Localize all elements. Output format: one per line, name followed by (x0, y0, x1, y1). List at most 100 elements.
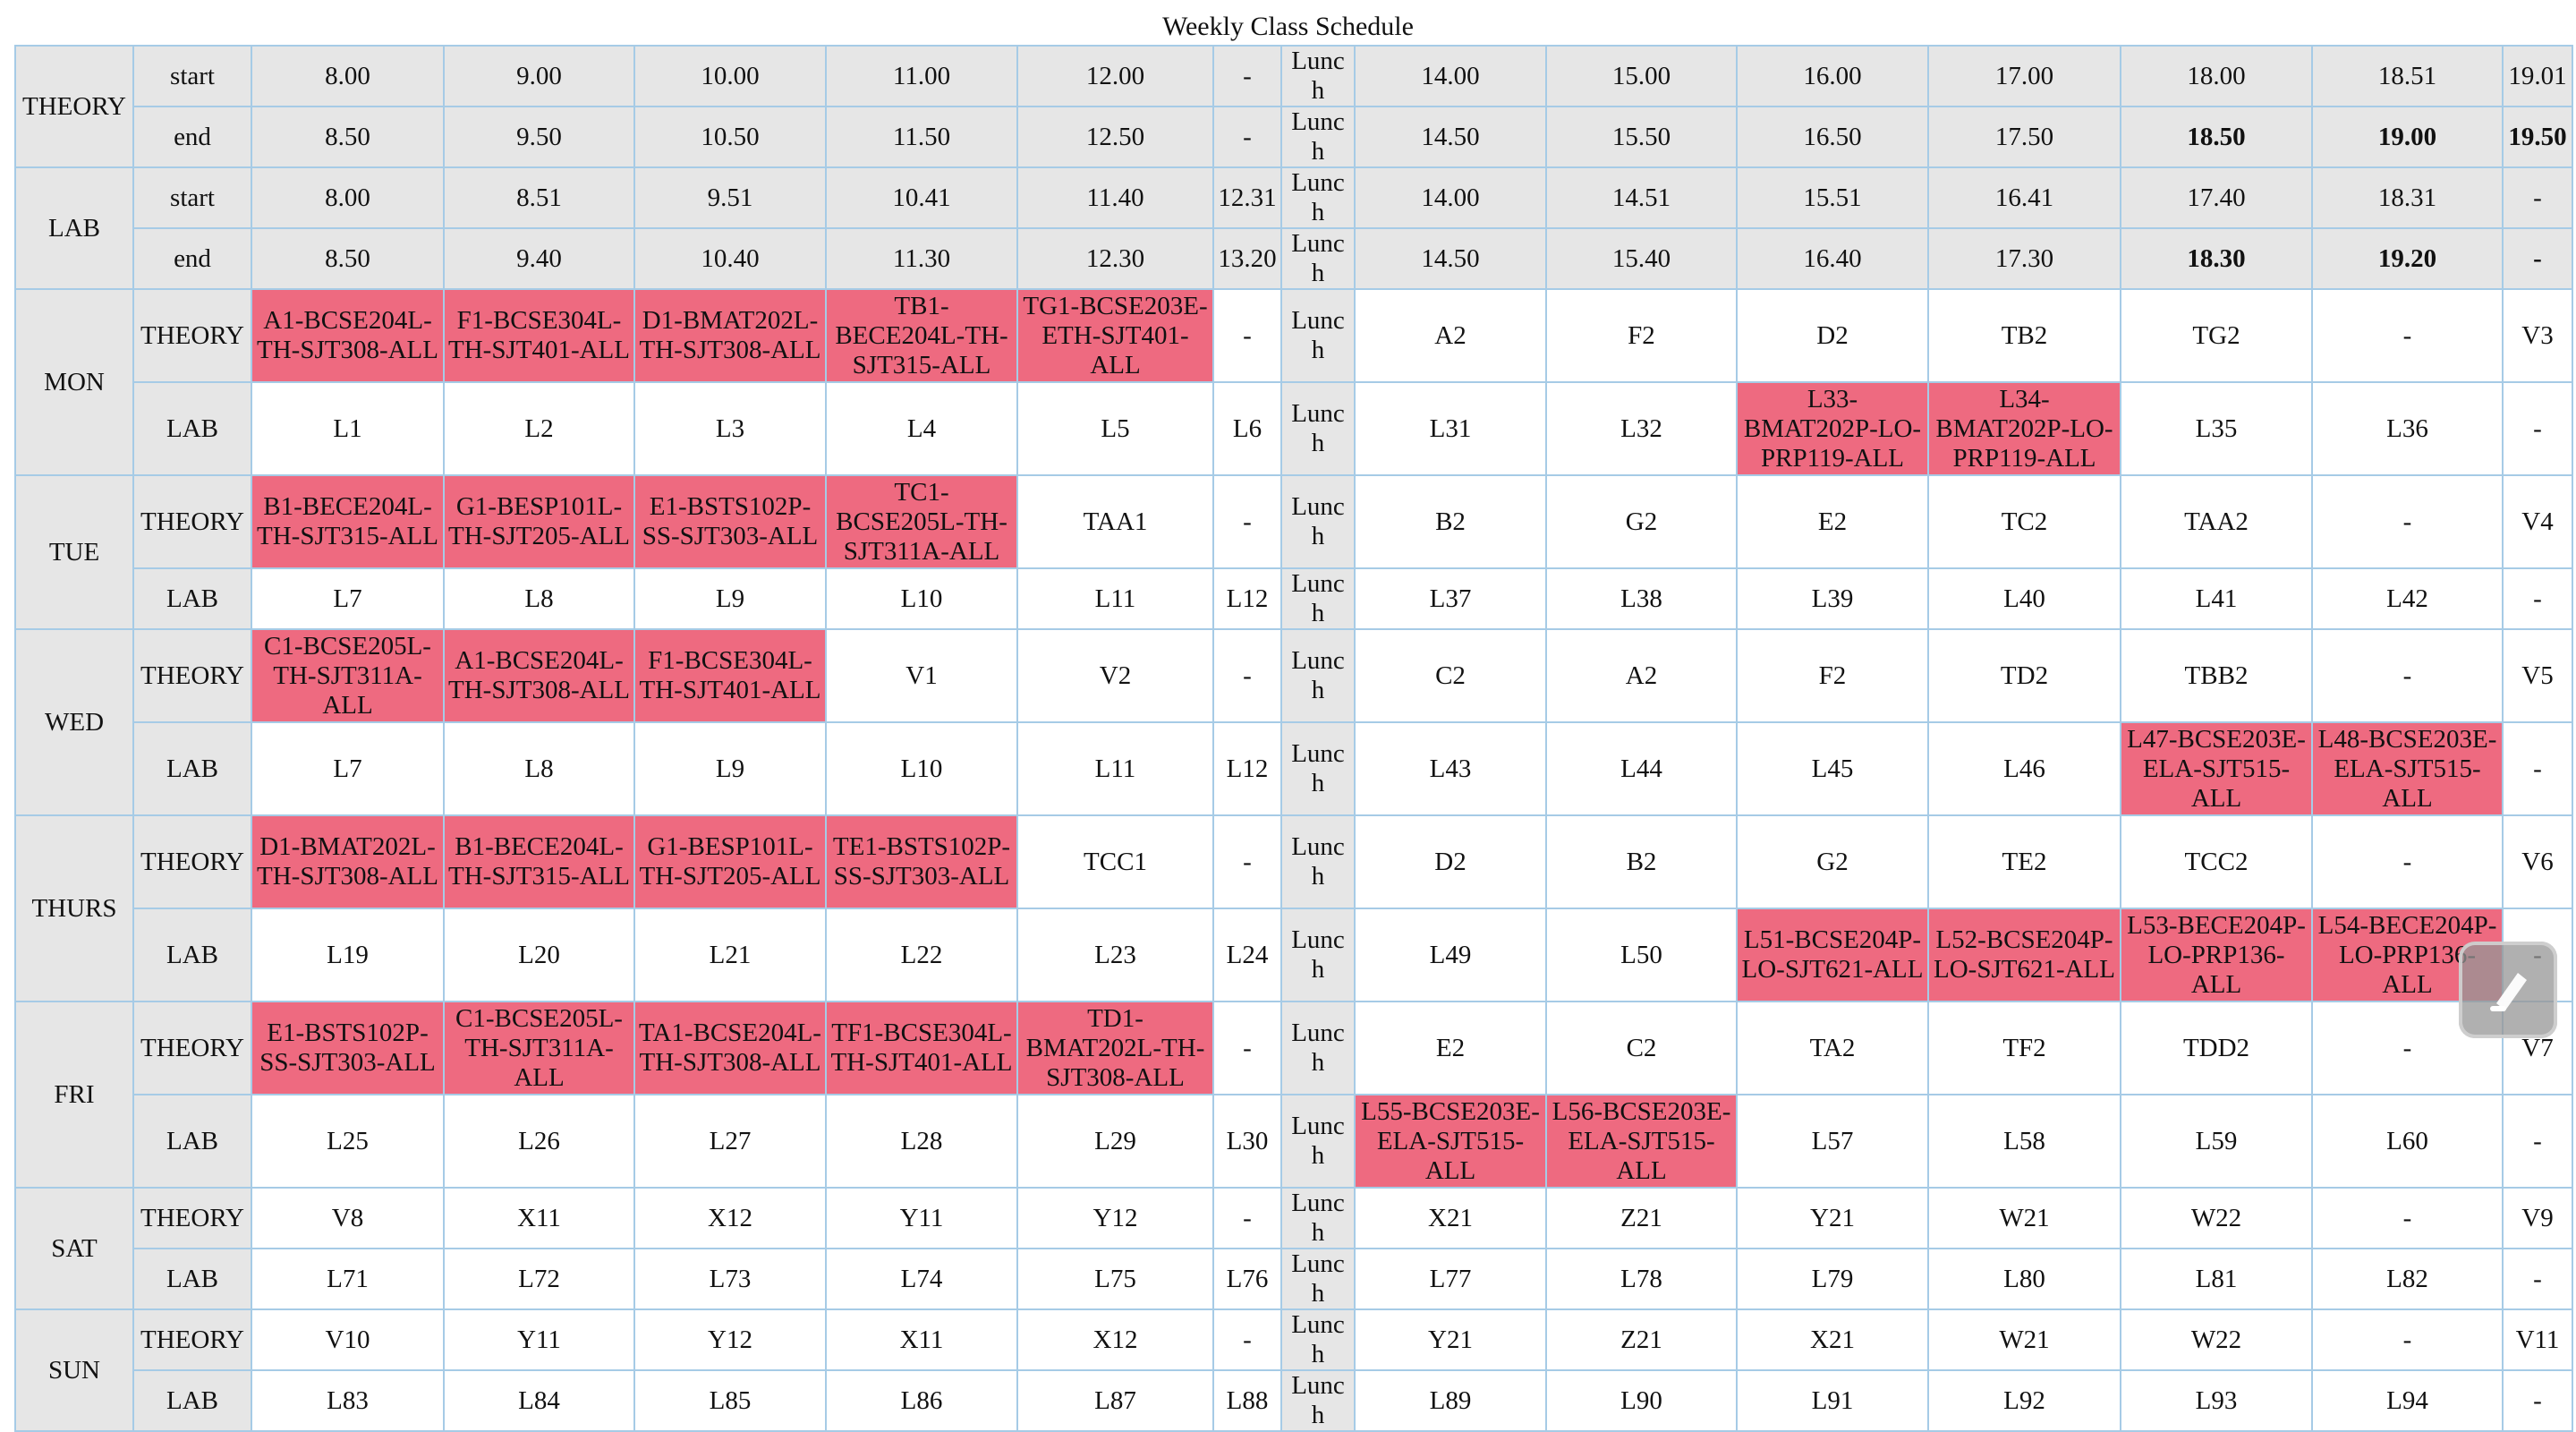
time-cell: 9.40 (443, 227, 635, 290)
class-slot-cell: L54-BECE204P-LO-PRP136-ALL (2311, 908, 2504, 1002)
slot-cell: - (1212, 814, 1282, 909)
slot-cell: L78 (1545, 1248, 1738, 1310)
slot-cell: A2 (1545, 628, 1738, 723)
time-cell: 14.00 (1354, 45, 1547, 107)
header-group-label: LAB (14, 166, 134, 290)
slot-cell: V4 (2502, 474, 2573, 569)
time-cell: 11.40 (1016, 166, 1214, 229)
slot-cell: TAA2 (2120, 474, 2313, 569)
class-slot-cell: E1-BSTS102P-SS-SJT303-ALL (633, 474, 827, 569)
slot-cell: L38 (1545, 567, 1738, 630)
slot-cell: L86 (825, 1369, 1018, 1432)
slot-cell: L82 (2311, 1248, 2504, 1310)
floating-tool-button[interactable] (2459, 942, 2557, 1038)
slot-cell: Y12 (1016, 1187, 1214, 1249)
time-cell: - (2502, 166, 2573, 229)
time-cell: 8.00 (251, 45, 445, 107)
time-cell: 9.51 (633, 166, 827, 229)
lunch-cell: Lunch (1280, 45, 1356, 107)
day-label: FRI (14, 1001, 134, 1189)
time-cell: - (2502, 227, 2573, 290)
class-slot-cell: L33-BMAT202P-LO-PRP119-ALL (1736, 381, 1929, 476)
class-slot-cell: TD1-BMAT202L-TH-SJT308-ALL (1016, 1001, 1214, 1095)
slot-cell: V3 (2502, 288, 2573, 383)
slot-cell: L24 (1212, 908, 1282, 1002)
class-slot-cell: TC1-BCSE205L-TH-SJT311A-ALL (825, 474, 1018, 569)
lunch-cell: Lunch (1280, 1308, 1356, 1371)
header-row: LAB start 8.00 8.51 9.51 10.41 11.40 12.31 Lunch… (14, 166, 2573, 290)
timetable: THEORY start 8.00 9.00 10.00 11.00 12.00- Lunch… (14, 45, 2573, 1432)
slot-cell: E2 (1354, 1001, 1547, 1095)
slot-type-label: LAB (132, 1094, 252, 1189)
slot-cell: L73 (633, 1248, 827, 1310)
slot-cell: TA2 (1736, 1001, 1929, 1095)
time-cell: 11.50 (825, 106, 1018, 168)
day-label: MON (14, 288, 134, 476)
slot-cell: L10 (825, 721, 1018, 816)
time-cell: 10.50 (633, 106, 827, 168)
slot-cell: TF2 (1927, 1001, 2121, 1095)
time-cell: 16.40 (1736, 227, 1929, 290)
slot-cell: Y21 (1354, 1308, 1547, 1371)
slot-cell: Y12 (633, 1308, 827, 1371)
lunch-cell: Lunch (1280, 1187, 1356, 1249)
day-label: SUN (14, 1308, 134, 1432)
slot-cell: L22 (825, 908, 1018, 1002)
time-cell: 10.41 (825, 166, 1018, 229)
class-slot-cell: TB1-BECE204L-TH-SJT315-ALL (825, 288, 1018, 383)
slot-cell: L40 (1927, 567, 2121, 630)
slot-cell: L39 (1736, 567, 1929, 630)
lunch-cell: Lunch (1280, 1248, 1356, 1310)
slot-cell: L25 (251, 1094, 445, 1189)
slot-cell: - (2311, 628, 2504, 723)
day-sun-lab-row: LAB L83 L84 L85 L86 L87 L88 Lunch L89 L90 L91 L92 L9… (15, 1369, 2573, 1432)
slot-cell: L92 (1927, 1369, 2121, 1432)
slot-cell: L83 (251, 1369, 445, 1432)
lunch-cell: Lunch (1280, 721, 1356, 816)
header-row: THEORY start 8.00 9.00 10.00 11.00 12.00- Lunch… (14, 45, 2573, 168)
slot-cell: L4 (825, 381, 1018, 476)
slot-cell: L7 (251, 567, 445, 630)
slot-cell: L50 (1545, 908, 1738, 1002)
slot-cell: L23 (1016, 908, 1214, 1002)
class-slot-cell: L55-BCSE203E-ELA-SJT515-ALL (1354, 1094, 1547, 1189)
time-cell: 8.51 (443, 166, 635, 229)
lunch-cell: Lunch (1280, 474, 1356, 569)
slot-cell: - (2502, 567, 2573, 630)
day-label: TUE (14, 474, 134, 630)
lunch-cell: Lunch (1280, 106, 1356, 168)
slot-cell: Y21 (1736, 1187, 1929, 1249)
slot-cell: V9 (2502, 1187, 2573, 1249)
slot-cell: L36 (2311, 381, 2504, 476)
slot-cell: W21 (1927, 1187, 2121, 1249)
time-cell: 15.50 (1545, 106, 1738, 168)
class-slot-cell: C1-BCSE205L-TH-SJT311A-ALL (251, 628, 445, 723)
slot-cell: L19 (251, 908, 445, 1002)
slot-cell: - (2311, 1308, 2504, 1371)
slot-type-label: THEORY (132, 1187, 252, 1249)
slot-cell: - (1212, 628, 1282, 723)
slot-cell: W21 (1927, 1308, 2121, 1371)
class-slot-cell: G1-BESP101L-TH-SJT205-ALL (443, 474, 635, 569)
time-cell: 18.51 (2311, 45, 2504, 107)
day-thurs-lab-row: LAB L19 L20 L21 L22 L23 L24 Lunch L49 L50 L51-BCSE… (15, 908, 2573, 1002)
class-slot-cell: TE1-BSTS102P-SS-SJT303-ALL (825, 814, 1018, 909)
slot-cell: L5 (1016, 381, 1214, 476)
slot-cell: F2 (1545, 288, 1738, 383)
day-fri-lab-row: LAB L25 L26 L27 L28 L29 L30 Lunch L55-BCSE203E-E… (15, 1094, 2573, 1189)
day-label: WED (14, 628, 134, 816)
time-cell: 17.30 (1927, 227, 2121, 290)
slot-cell: X21 (1354, 1187, 1547, 1249)
slot-cell: C2 (1545, 1001, 1738, 1095)
slot-cell: G2 (1736, 814, 1929, 909)
time-cell: 8.50 (251, 106, 445, 168)
slot-cell: A2 (1354, 288, 1547, 383)
class-slot-cell: L51-BCSE204P-LO-SJT621-ALL (1736, 908, 1929, 1002)
slot-cell: L90 (1545, 1369, 1738, 1432)
class-slot-cell: L34-BMAT202P-LO-PRP119-ALL (1927, 381, 2121, 476)
slot-cell: - (1212, 288, 1282, 383)
slot-cell: L20 (443, 908, 635, 1002)
slot-cell: TAA1 (1016, 474, 1214, 569)
slot-cell: Z21 (1545, 1308, 1738, 1371)
slot-type-label: LAB (132, 1369, 252, 1432)
